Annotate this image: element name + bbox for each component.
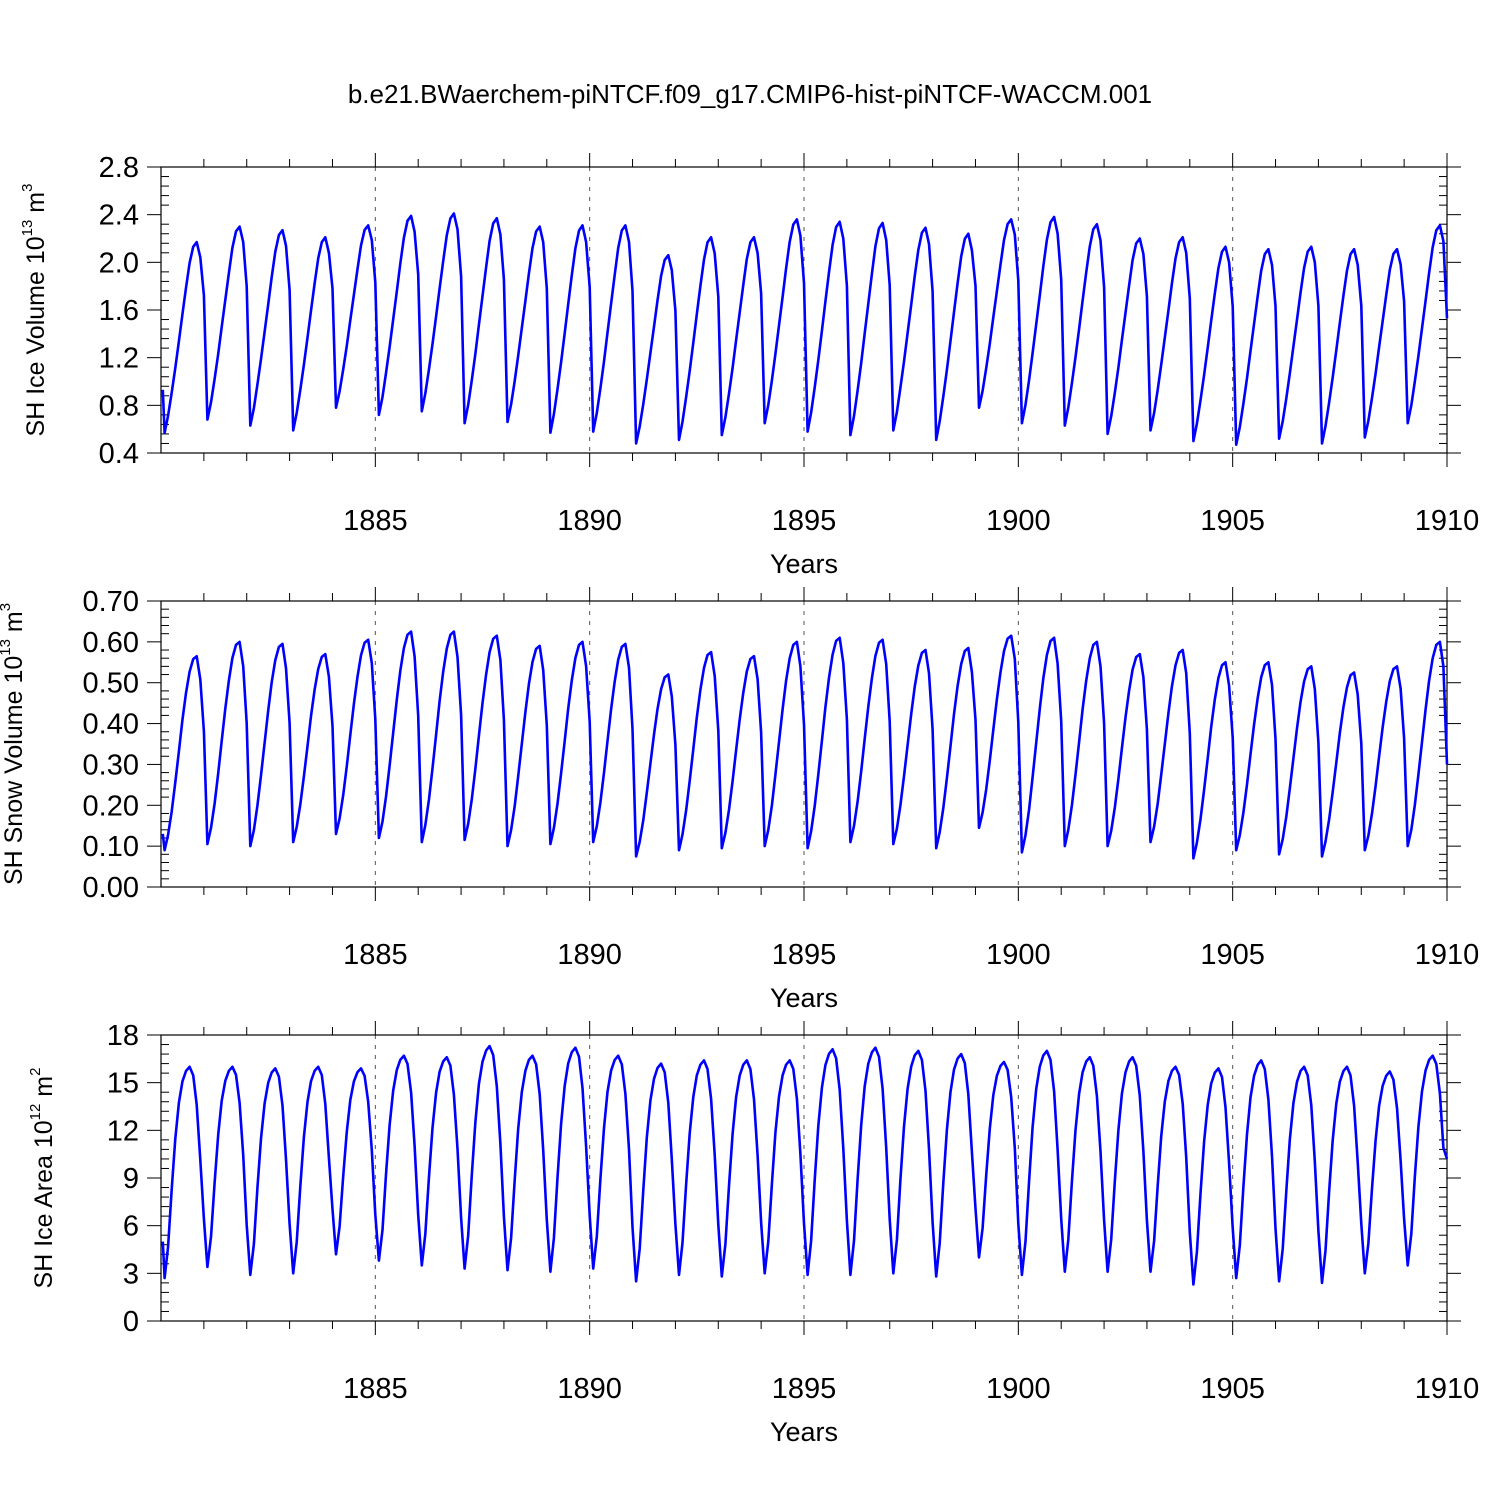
- x-tick-label: 1905: [1200, 939, 1265, 971]
- y-tick-label: 3: [123, 1258, 139, 1290]
- y-tick-label: 2.4: [99, 200, 139, 232]
- y-tick-label: 0.20: [83, 790, 139, 822]
- ice-area-tick-labels: 1885 1890 1895 1900 1905 1910 0 3 6 9 12 15 18: [107, 1020, 1480, 1405]
- x-tick-label: 1895: [772, 505, 837, 537]
- ice-volume-tick-labels: 1885 1890 1895 1900 1905 1910 0.4 0.8 1.2 1.6 2.0 2…: [99, 152, 1480, 537]
- y-tick-label: 0.30: [83, 749, 139, 781]
- y-tick-label: 1.2: [99, 343, 139, 375]
- y-tick-label: 0.00: [83, 872, 139, 904]
- ice-volume-y-axis-label: SH Ice Volume 1013 m3: [19, 184, 50, 437]
- y-tick-label: 0.60: [83, 627, 139, 659]
- ice-volume-series-line: [161, 212, 1449, 447]
- snow-volume-tick-labels: 1885 1890 1895 1900 1905 1910 0.00 0.10 0.20 0.30…: [83, 586, 1480, 971]
- snow-volume-series-line: [161, 630, 1449, 860]
- ice-volume-x-axis-label: Years: [770, 549, 838, 579]
- x-tick-label: 1885: [343, 939, 408, 971]
- x-tick-label: 1890: [557, 1373, 622, 1405]
- y-tick-label: 6: [123, 1211, 139, 1243]
- y-tick-label: 2.0: [99, 247, 139, 279]
- panel-ice-volume: 1885 1890 1895 1900 1905 1910 0.4 0.8 1.2 1.6 2.0 2…: [19, 152, 1479, 579]
- x-tick-label: 1900: [986, 1373, 1051, 1405]
- ice-area-y-axis-label: SH Ice Area 1012 m2: [27, 1068, 58, 1289]
- y-tick-label: 18: [107, 1020, 139, 1052]
- y-tick-label: 0.10: [83, 831, 139, 863]
- y-tick-label: 9: [123, 1163, 139, 1195]
- ice-area-series-line: [161, 1044, 1449, 1286]
- y-tick-label: 0.4: [99, 438, 139, 470]
- snow-volume-x-axis-label: Years: [770, 983, 838, 1013]
- y-tick-label: 0.8: [99, 390, 139, 422]
- x-tick-label: 1895: [772, 1373, 837, 1405]
- ice-area-x-axis-label: Years: [770, 1417, 838, 1447]
- snow-volume-y-axis-label: SH Snow Volume 1013 m3: [0, 603, 28, 885]
- x-tick-label: 1890: [557, 939, 622, 971]
- x-tick-label: 1900: [986, 939, 1051, 971]
- x-tick-label: 1885: [343, 1373, 408, 1405]
- panel-snow-volume: 1885 1890 1895 1900 1905 1910 0.00 0.10 0.20 0.30…: [0, 586, 1479, 1013]
- y-tick-label: 0.70: [83, 586, 139, 618]
- x-tick-label: 1905: [1200, 505, 1265, 537]
- y-tick-label: 12: [107, 1115, 139, 1147]
- panel-ice-area: 1885 1890 1895 1900 1905 1910 0 3 6 9 12 15 18 Years…: [27, 1020, 1479, 1447]
- y-tick-label: 15: [107, 1068, 139, 1100]
- x-tick-label: 1910: [1415, 1373, 1480, 1405]
- chart-title: b.e21.BWaerchem-piNTCF.f09_g17.CMIP6-his…: [348, 79, 1152, 109]
- y-tick-label: 1.6: [99, 295, 139, 327]
- x-tick-label: 1900: [986, 505, 1051, 537]
- x-tick-label: 1905: [1200, 1373, 1265, 1405]
- y-tick-label: 0.50: [83, 668, 139, 700]
- y-tick-label: 2.8: [99, 152, 139, 184]
- x-tick-label: 1910: [1415, 939, 1480, 971]
- y-tick-label: 0: [123, 1306, 139, 1338]
- x-tick-label: 1885: [343, 505, 408, 537]
- y-tick-label: 0.40: [83, 709, 139, 741]
- x-tick-label: 1890: [557, 505, 622, 537]
- ice-area-plot-frame: [160, 1034, 1448, 1322]
- x-tick-label: 1910: [1415, 505, 1480, 537]
- x-tick-label: 1895: [772, 939, 837, 971]
